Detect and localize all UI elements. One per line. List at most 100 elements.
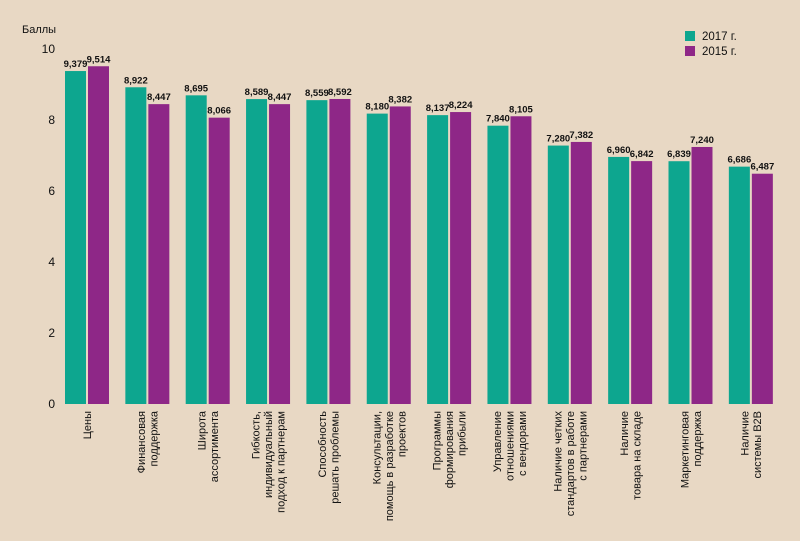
category-label-line: Наличие четких	[552, 411, 564, 492]
bar-2015	[208, 117, 230, 405]
bar-2017	[668, 161, 690, 404]
category-label-line: проектов	[396, 411, 408, 457]
bar-2017	[246, 99, 268, 404]
bar-2017	[366, 113, 388, 405]
value-label: 8,559	[305, 88, 329, 99]
legend-swatch-2015	[685, 46, 695, 56]
category-label-line: Цены	[82, 411, 94, 439]
category-label-line: прибыли	[457, 411, 469, 456]
value-label: 8,137	[426, 103, 450, 114]
legend-swatch-2017	[685, 31, 695, 41]
value-label: 7,240	[690, 135, 714, 146]
category-label-line: товара на складе	[631, 411, 643, 500]
category-label-line: Наличие	[619, 411, 631, 456]
category-label-line: Управление	[492, 411, 504, 472]
bar-2015	[691, 146, 713, 405]
bar-2017	[728, 166, 750, 404]
x-axis-labels: Цены Финансоваяподдержка Широтаассортимент…	[82, 410, 764, 521]
category-label-line: Финансовая	[136, 411, 148, 473]
y-tick-label: 10	[42, 42, 56, 56]
y-tick-label: 6	[48, 184, 55, 198]
category-label-line: индивидуальный	[263, 411, 275, 498]
value-label: 8,447	[268, 92, 292, 103]
category-label: Широтаассортимента	[196, 410, 221, 482]
bar-2015	[450, 112, 472, 404]
y-tick-label: 4	[48, 255, 55, 269]
value-label: 8,695	[184, 83, 208, 94]
category-label: Консультации,помощь в разработкепроектов	[371, 411, 408, 521]
category-label-line: Гибкость,	[251, 411, 263, 459]
category-label: Маркетинговаяподдержка	[679, 410, 704, 488]
category-label-line: помощь в разработке	[384, 411, 396, 521]
value-label: 6,839	[667, 149, 691, 160]
y-tick-label: 8	[48, 113, 55, 127]
value-label: 8,589	[245, 87, 269, 98]
category-label-line: Широта	[196, 410, 208, 450]
bar-2017	[65, 71, 86, 404]
category-label-line: Наличие	[740, 411, 752, 456]
category-label: Цены	[82, 411, 94, 439]
value-label: 8,066	[207, 106, 231, 117]
value-label: 6,960	[607, 145, 631, 156]
category-label: Управлениеотношениямис вендорами	[492, 411, 529, 481]
category-label-line: стандартов в работе	[565, 411, 577, 516]
value-label: 9,514	[87, 54, 111, 65]
y-tick-label: 2	[48, 326, 55, 340]
value-label: 7,280	[546, 134, 570, 145]
value-label: 6,842	[630, 149, 654, 160]
legend-label-2015: 2015 г.	[702, 46, 737, 58]
category-label-line: поддержка	[692, 410, 704, 466]
category-label-line: подход к партнерам	[276, 411, 288, 513]
value-label: 8,447	[147, 92, 171, 103]
value-label: 6,487	[750, 162, 774, 173]
bar-2015	[148, 104, 170, 404]
bar-2015	[631, 161, 653, 404]
y-tick-label: 0	[48, 397, 55, 411]
category-label-line: системы B2B	[752, 411, 764, 479]
category-label-line: формирования	[444, 411, 456, 488]
value-label: 9,379	[64, 59, 88, 70]
bar-2017	[547, 145, 569, 404]
y-axis-label: Баллы	[22, 24, 56, 36]
value-label: 8,592	[328, 87, 352, 98]
category-label: Программыформированияприбыли	[432, 411, 469, 488]
value-label: 8,105	[509, 104, 533, 115]
category-label-line: отношениями	[504, 411, 516, 481]
category-label: Наличиесистемы B2B	[740, 411, 765, 479]
bar-2015	[88, 66, 109, 405]
category-label-line: с вендорами	[517, 411, 529, 476]
category-label: Наличиетовара на складе	[619, 411, 644, 500]
bar-2017	[125, 87, 147, 405]
value-label: 6,686	[727, 155, 751, 166]
category-label-line: ассортимента	[209, 410, 221, 482]
category-label-line: Маркетинговая	[679, 411, 691, 488]
bar-2015	[510, 116, 532, 405]
value-label: 8,922	[124, 75, 148, 86]
bar-2015	[329, 98, 351, 404]
legend-label-2017: 2017 г.	[702, 31, 737, 43]
category-label-line: поддержка	[149, 410, 161, 466]
value-label: 8,180	[365, 102, 389, 113]
category-label: Способностьрешать проблемы	[317, 411, 342, 504]
category-label: Гибкость,индивидуальныйподход к партнера…	[251, 411, 288, 513]
value-label: 8,382	[388, 94, 412, 105]
bar-2015	[269, 104, 291, 404]
category-label: Наличие четкихстандартов в работес партн…	[552, 411, 589, 517]
bar-2017	[427, 115, 449, 404]
bar-2015	[570, 141, 592, 404]
y-axis-ticks: 0 2 4 6 8 10	[42, 42, 56, 411]
bar-2017	[487, 125, 509, 405]
bar-2017	[306, 100, 328, 404]
category-label: Финансоваяподдержка	[136, 410, 161, 473]
category-label-line: Консультации,	[371, 411, 383, 484]
category-label-line: Программы	[432, 411, 444, 471]
bar-2017	[608, 156, 630, 404]
category-label-line: с партнерами	[577, 411, 589, 481]
bar-2017	[185, 95, 207, 404]
category-label-line: решать проблемы	[330, 411, 342, 504]
value-label: 7,382	[569, 130, 593, 141]
bar-2015	[389, 106, 411, 405]
